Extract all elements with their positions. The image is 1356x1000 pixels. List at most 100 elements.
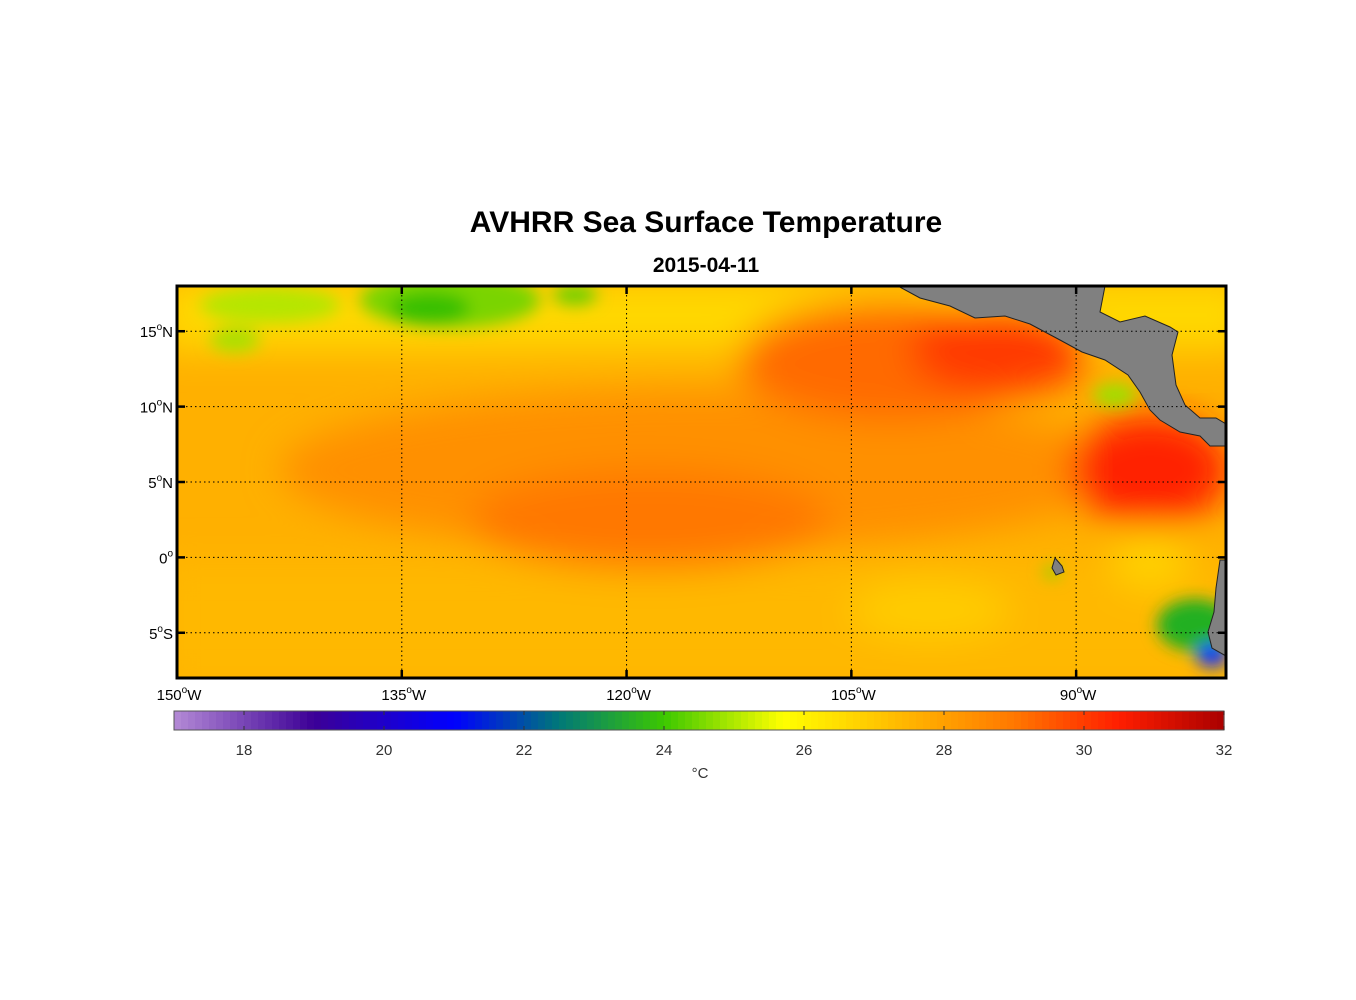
colorbar-segment (930, 711, 938, 730)
colorbar-segment (475, 711, 483, 730)
colorbar-segment (685, 711, 693, 730)
sst-green-patch-e (553, 286, 597, 305)
colorbar-segment (433, 711, 441, 730)
sst-green-patch-f (1093, 383, 1137, 407)
colorbar-segment (300, 711, 308, 730)
colorbar-segment (237, 711, 245, 730)
colorbar-segment (636, 711, 644, 730)
colorbar-segment (307, 711, 315, 730)
colorbar-segment (468, 711, 476, 730)
colorbar-segment (517, 711, 525, 730)
colorbar-segment (398, 711, 406, 730)
colorbar-segment (818, 711, 826, 730)
colorbar-segment (832, 711, 840, 730)
lon-label: 120oW (606, 685, 652, 704)
colorbar-segment (797, 711, 805, 730)
figure-date: 2015-04-11 (652, 254, 760, 277)
colorbar-segment (1210, 711, 1218, 730)
colorbar-segment (496, 711, 504, 730)
colorbar-segment (223, 711, 231, 730)
colorbar-segment (440, 711, 448, 730)
colorbar-segment (1147, 711, 1155, 730)
colorbar-segment (461, 711, 469, 730)
colorbar-segment (748, 711, 756, 730)
colorbar-segment (853, 711, 861, 730)
colorbar-segment (1112, 711, 1120, 730)
figure-title: AVHRR Sea Surface Temperature (469, 206, 943, 239)
colorbar-segment (594, 711, 602, 730)
colorbar-segment (524, 711, 532, 730)
lat-label-deg-symbol: o (157, 322, 163, 333)
colorbar-segment (909, 711, 917, 730)
colorbar-segment (622, 711, 630, 730)
sst-warm-core-a (470, 470, 830, 570)
colorbar-segment (643, 711, 651, 730)
colorbar-segment (580, 711, 588, 730)
colorbar-segment (559, 711, 567, 730)
colorbar-segment (1196, 711, 1204, 730)
colorbar-segment (356, 711, 364, 730)
colorbar-segment (888, 711, 896, 730)
colorbar-segment (1119, 711, 1127, 730)
colorbar-segment (1049, 711, 1057, 730)
colorbar-tick-label: 28 (936, 742, 953, 759)
lon-label-deg-symbol: o (631, 685, 637, 696)
colorbar-segment (342, 711, 350, 730)
sst-green-patch-b (390, 292, 470, 324)
colorbar-segment (923, 711, 931, 730)
lat-label-deg: 10 (140, 400, 157, 417)
colorbar-segment (447, 711, 455, 730)
lat-label: 5oN (148, 473, 173, 492)
colorbar-segment (1035, 711, 1043, 730)
colorbar-segment (650, 711, 658, 730)
lon-label: 150oW (157, 685, 203, 704)
colorbar-segment (174, 711, 182, 730)
colorbar-segment (258, 711, 266, 730)
colorbar-segment (755, 711, 763, 730)
colorbar-segment (979, 711, 987, 730)
colorbar-frame (173, 710, 1225, 731)
lon-label-hemi: W (1082, 687, 1097, 704)
lat-label-deg-symbol: o (157, 624, 163, 635)
colorbar-segment (1126, 711, 1134, 730)
colorbar-segment (328, 711, 336, 730)
lon-label-deg: 90 (1060, 687, 1077, 704)
colorbar-segment (538, 711, 546, 730)
colorbar-segment (860, 711, 868, 730)
lon-label: 135oW (381, 685, 427, 704)
colorbar-segment (489, 711, 497, 730)
colorbar-segment (1154, 711, 1162, 730)
lon-label: 105oW (831, 685, 877, 704)
colorbar-segment (1028, 711, 1036, 730)
colorbar-segment (573, 711, 581, 730)
colorbar-segment (776, 711, 784, 730)
colorbar-segment (958, 711, 966, 730)
lat-label-deg-symbol: o (167, 548, 173, 559)
colorbar-segment (657, 711, 665, 730)
colorbar-segment (1168, 711, 1176, 730)
central-america-land (897, 286, 1226, 447)
colorbar-segment (692, 711, 700, 730)
colorbar-segment (384, 711, 392, 730)
colorbar-tick-label: 22 (516, 742, 533, 759)
colorbar-segment (601, 711, 609, 730)
colorbar-segment (1084, 711, 1092, 730)
colorbar-segment (1098, 711, 1106, 730)
colorbar-segment (951, 711, 959, 730)
colorbar-segment (531, 711, 539, 730)
lat-label-deg-symbol: o (157, 473, 163, 484)
colorbar-segment (727, 711, 735, 730)
colorbar-segment (482, 711, 490, 730)
colorbar-segment (769, 711, 777, 730)
colorbar-segment (1217, 711, 1225, 730)
colorbar-tick-label: 24 (656, 742, 673, 759)
colorbar-segment (552, 711, 560, 730)
lat-label-hemi: N (162, 324, 173, 341)
colorbar-segment (279, 711, 287, 730)
lon-label: 90oW (1060, 685, 1097, 704)
colorbar-segment (1070, 711, 1078, 730)
colorbar-segment (790, 711, 798, 730)
colorbar-segment (545, 711, 553, 730)
sst-green-patch-d (210, 328, 260, 352)
colorbar-segment (839, 711, 847, 730)
